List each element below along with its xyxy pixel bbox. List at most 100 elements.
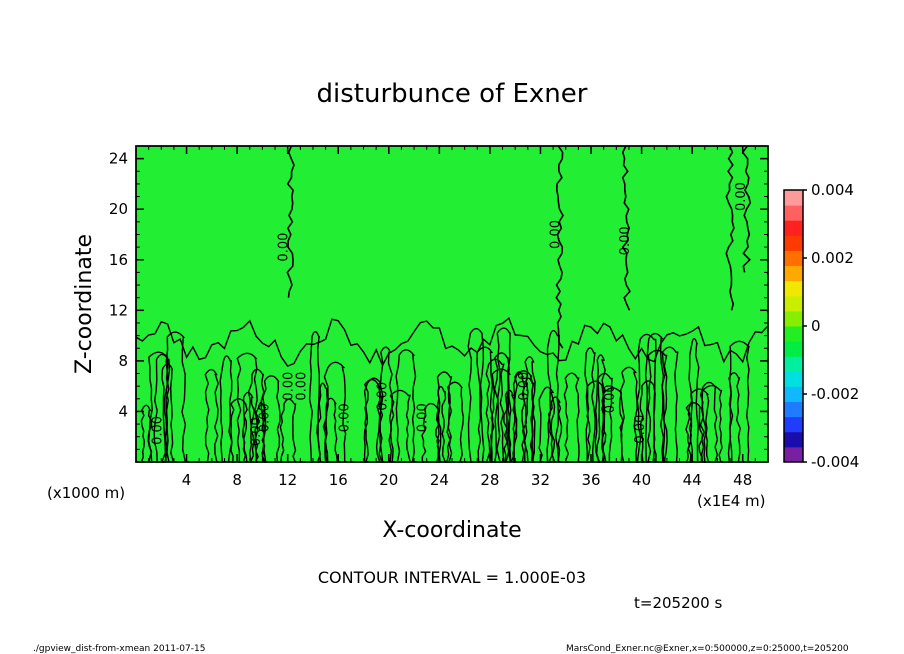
x-tick-label: 48: [733, 471, 752, 489]
contour-loop: [322, 397, 338, 463]
contour-label: 0.00: [734, 182, 749, 211]
contour-loop: [230, 398, 248, 463]
contour-loop: [445, 381, 465, 463]
y-tick-label: 8: [118, 352, 128, 370]
contour-line: [741, 145, 752, 273]
contour-loop: [395, 349, 417, 463]
contour-label: 0.00: [282, 372, 297, 401]
colorbar-swatch: [784, 250, 803, 267]
x-tick-label: 8: [232, 471, 242, 489]
contour-loop: [644, 332, 665, 463]
contour-loop: [728, 340, 750, 463]
contour-loop: [247, 368, 265, 463]
contour-label: 0.00: [249, 417, 264, 446]
contour-label: 0.00: [416, 403, 431, 432]
colorbar-swatch: [784, 310, 803, 327]
contour-loop: [160, 363, 175, 463]
contour-loop: [594, 354, 607, 463]
x-tick-label: 36: [581, 471, 600, 489]
contour-label: 0.00: [633, 415, 648, 444]
colorbar: [783, 189, 804, 463]
colorbar-swatch: [784, 280, 803, 297]
contour-label: 0.00: [294, 372, 309, 401]
colorbar-swatch: [784, 371, 803, 387]
contour-loop: [563, 372, 580, 463]
footer-left: ./gpview_dist-from-xmean 2011-07-15: [33, 644, 205, 654]
colorbar-swatch: [784, 386, 803, 403]
colorbar-swatch: [784, 220, 803, 236]
footer-right: MarsCond_Exner.nc@Exner,x=0:500000,z=0:2…: [566, 644, 849, 654]
colorbar-swatch: [784, 295, 803, 312]
contour-loop: [547, 396, 563, 463]
contour-label: 0.00: [258, 403, 273, 432]
x-unit-left: (x1000 m): [47, 484, 125, 502]
contour-label: 0.00: [277, 233, 292, 262]
x-tick-label: 12: [278, 471, 297, 489]
contour-lines: [135, 145, 769, 463]
x-tick-label: 32: [531, 471, 550, 489]
contour-loop: [254, 401, 267, 463]
contour-loop: [363, 377, 384, 463]
colorbar-swatch: [784, 265, 803, 282]
contour-label: 0.00: [618, 226, 633, 255]
contour-label: 0.00: [548, 220, 563, 249]
colorbar-tick-label: 0: [811, 317, 821, 335]
contour-line: [621, 145, 631, 311]
y-axis-label: Z-coordinate: [72, 234, 97, 374]
contour-loop: [163, 331, 187, 463]
contour-labels-group: 0.00 0.00 0.000.000.00 0.000.000.000.000.00…: [150, 182, 749, 446]
colorbar-tick-label: -0.002: [811, 385, 859, 403]
colorbar-swatch: [784, 190, 803, 206]
contour-loop: [685, 402, 704, 463]
contour-boundary: [135, 317, 769, 368]
contour-loop: [546, 329, 560, 463]
contour-loop: [436, 371, 453, 463]
colorbar-swatch: [784, 341, 803, 357]
colorbar-swatch: [784, 416, 803, 433]
x-axis-label: X-coordinate: [382, 518, 521, 543]
x-tick-label: 20: [379, 471, 398, 489]
contour-loop: [421, 402, 440, 463]
contour-loop: [647, 349, 668, 463]
contour-line: [555, 145, 564, 349]
contour-loop: [279, 398, 297, 463]
contour-loop: [308, 330, 322, 463]
contour-loop: [512, 370, 534, 463]
y-tick-label: 20: [109, 200, 128, 218]
contour-loop: [688, 337, 700, 463]
colorbar-swatch: [784, 326, 803, 342]
contour-loop: [661, 346, 679, 463]
contour-label: 0.00: [337, 403, 352, 432]
contour-loop: [503, 389, 516, 463]
x-tick-label: 44: [683, 471, 702, 489]
contour-loop: [219, 355, 233, 463]
y-tick-label: 12: [109, 301, 128, 319]
contour-loop: [595, 372, 613, 463]
colorbar-tick-label: 0.004: [811, 181, 854, 199]
contour-label: 0.00: [375, 382, 390, 411]
colorbar-swatch: [784, 446, 803, 463]
contour-loop: [236, 352, 259, 463]
contour-loop: [467, 327, 485, 463]
x-tick-label: 16: [329, 471, 348, 489]
contour-loop: [485, 358, 505, 463]
y-axis-ticks: 4 8 12 16 20 24: [109, 150, 768, 450]
contour-loop: [476, 346, 494, 463]
contour-loop: [699, 381, 719, 463]
contour-loop: [619, 366, 638, 463]
contour-loop: [636, 333, 657, 463]
x-unit-right: (x1E4 m): [697, 492, 766, 510]
contour-loop: [379, 346, 393, 463]
contour-interval: CONTOUR INTERVAL = 1.000E-03: [318, 568, 586, 587]
contour-loop: [538, 386, 556, 463]
contour-loop: [701, 384, 723, 463]
contour-line: [725, 145, 735, 311]
colorbar-tick-label: -0.004: [811, 453, 859, 471]
colorbar-tick-label: 0.002: [811, 249, 854, 267]
contour-loop: [436, 385, 447, 463]
contour-loop: [262, 375, 281, 463]
colorbar-swatch: [784, 356, 803, 372]
contour-loop: [586, 380, 606, 463]
contour-loop: [204, 368, 219, 463]
